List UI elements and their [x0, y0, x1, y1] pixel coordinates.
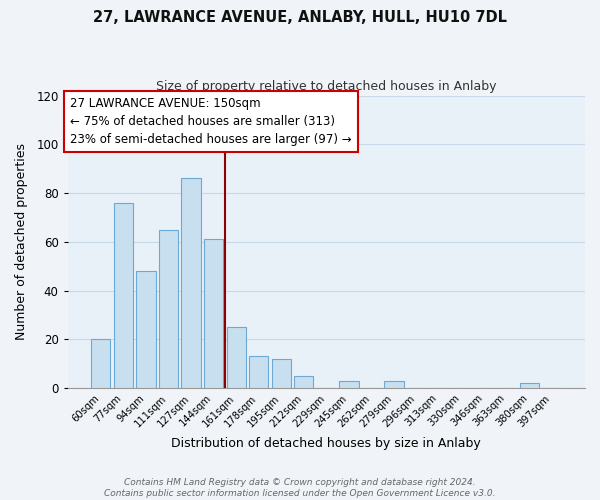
- Bar: [204, 240, 223, 388]
- X-axis label: Distribution of detached houses by size in Anlaby: Distribution of detached houses by size …: [172, 437, 481, 450]
- Bar: [227, 327, 246, 388]
- Title: Size of property relative to detached houses in Anlaby: Size of property relative to detached ho…: [156, 80, 497, 93]
- Text: 27 LAWRANCE AVENUE: 150sqm
← 75% of detached houses are smaller (313)
23% of sem: 27 LAWRANCE AVENUE: 150sqm ← 75% of deta…: [70, 97, 352, 146]
- Bar: [385, 381, 404, 388]
- Bar: [249, 356, 268, 388]
- Bar: [91, 340, 110, 388]
- Bar: [272, 359, 291, 388]
- Text: Contains HM Land Registry data © Crown copyright and database right 2024.
Contai: Contains HM Land Registry data © Crown c…: [104, 478, 496, 498]
- Bar: [340, 381, 359, 388]
- Bar: [159, 230, 178, 388]
- Text: 27, LAWRANCE AVENUE, ANLABY, HULL, HU10 7DL: 27, LAWRANCE AVENUE, ANLABY, HULL, HU10 …: [93, 10, 507, 25]
- Y-axis label: Number of detached properties: Number of detached properties: [15, 144, 28, 340]
- Bar: [181, 178, 200, 388]
- Bar: [136, 271, 155, 388]
- Bar: [520, 384, 539, 388]
- Bar: [114, 203, 133, 388]
- Bar: [294, 376, 313, 388]
